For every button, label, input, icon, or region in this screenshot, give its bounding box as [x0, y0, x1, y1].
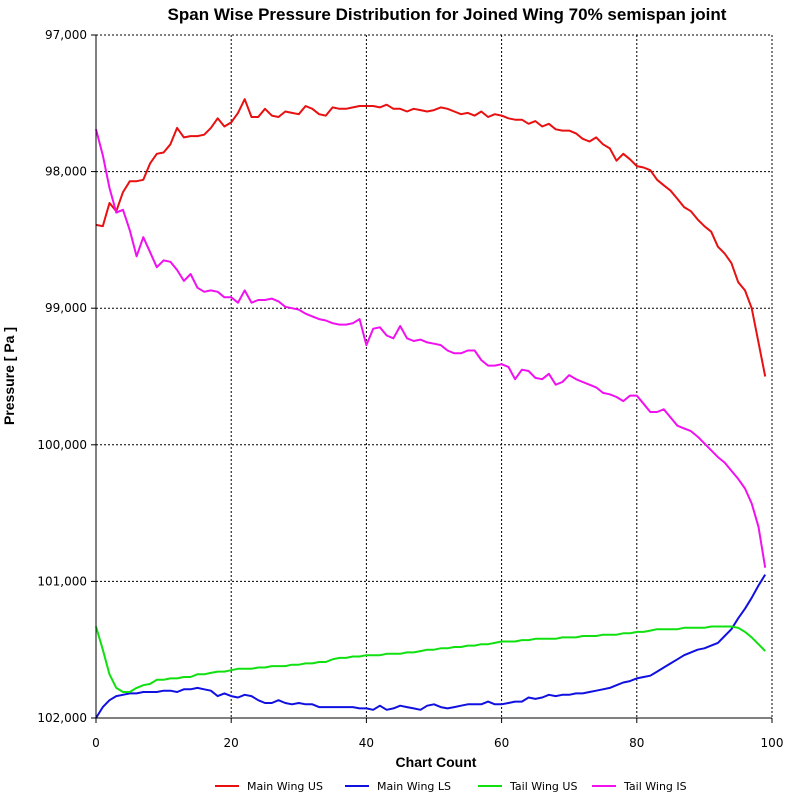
series-line-main-wing-ls: [95, 574, 767, 719]
y-tick-label: 99,000: [45, 301, 87, 315]
tick-labels: 97,000 98,000 99,000 100,000 101,000 102,000 0…: [37, 28, 783, 750]
x-tick-label: 40: [359, 736, 374, 750]
x-tick-label: 0: [92, 736, 100, 750]
y-axis-label: Pressure [ Pa ]: [1, 327, 17, 425]
legend-label-main-wing-us: Main Wing US: [247, 780, 323, 793]
y-tick-label: 98,000: [45, 165, 87, 179]
legend-label-tail-wing-is: Tail Wing IS: [623, 780, 687, 793]
x-tick-label: 60: [494, 736, 509, 750]
chart-title: Span Wise Pressure Distribution for Join…: [168, 5, 727, 24]
x-tick-label: 80: [629, 736, 644, 750]
axes: [91, 34, 773, 723]
y-tick-label: 100,000: [37, 438, 87, 452]
x-tick-label: 20: [224, 736, 239, 750]
y-tick-label: 97,000: [45, 28, 87, 42]
series-line-main-wing-us: [95, 98, 767, 377]
series-line-tail-wing-us: [95, 625, 766, 693]
legend-label-main-wing-ls: Main Wing LS: [377, 780, 451, 793]
x-axis-label: Chart Count: [396, 754, 477, 770]
legend: Main Wing US Main Wing LS Tail Wing US Tail…: [215, 780, 687, 793]
plot-area: [96, 35, 772, 718]
legend-label-tail-wing-us: Tail Wing US: [509, 780, 577, 793]
x-tick-label: 100: [761, 736, 784, 750]
series-line-tail-wing-is: [95, 129, 767, 568]
series-lines: [95, 98, 767, 719]
y-tick-label: 102,000: [37, 711, 87, 725]
y-tick-label: 101,000: [37, 574, 87, 588]
